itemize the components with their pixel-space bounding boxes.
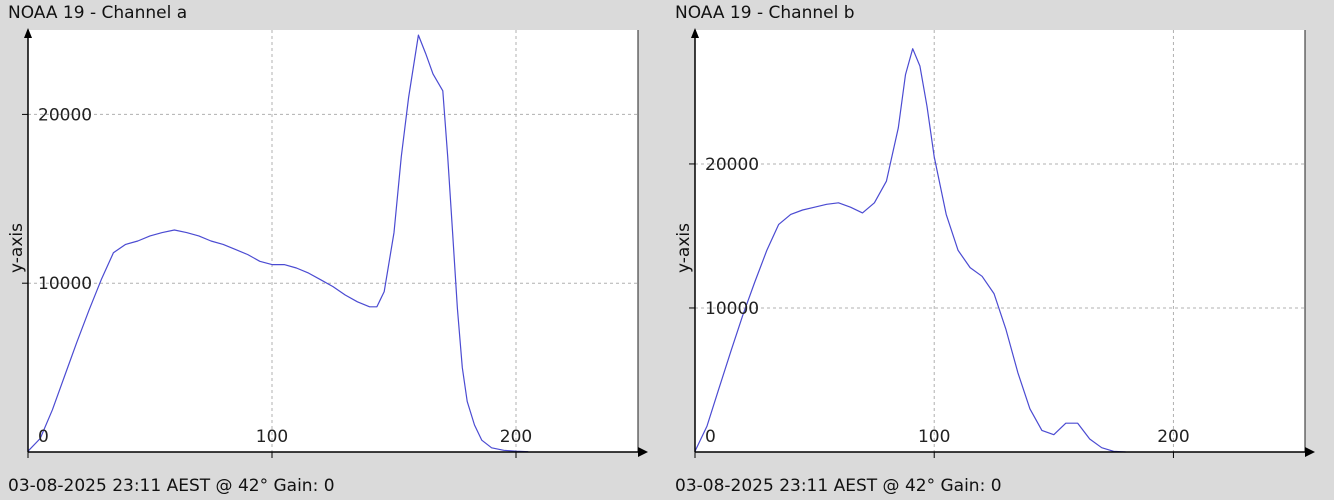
y-axis-label: y-axis <box>674 223 694 273</box>
chart-panel-b: NOAA 19 - Channel b 0 100 200 10000 20000 y-… <box>667 0 1334 500</box>
x-tick-label: 0 <box>38 427 49 447</box>
chart-footer: 03-08-2025 23:11 AEST @ 42° Gain: 0 <box>675 476 1002 496</box>
x-tick-label: 100 <box>918 427 950 447</box>
chart-plot-a: 0 100 200 10000 20000 <box>22 28 648 458</box>
y-tick-label: 20000 <box>38 105 92 125</box>
x-tick-label: 200 <box>1157 427 1189 447</box>
plot-area <box>28 30 638 452</box>
y-tick-label: 20000 <box>705 155 759 175</box>
y-tick-label: 10000 <box>705 299 759 319</box>
x-tick-label: 200 <box>500 427 532 447</box>
y-axis-label: y-axis <box>7 223 27 273</box>
x-tick-label: 0 <box>705 427 716 447</box>
chart-footer: 03-08-2025 23:11 AEST @ 42° Gain: 0 <box>8 476 335 496</box>
plot-area <box>695 30 1305 452</box>
x-axis-arrow <box>638 447 648 457</box>
chart-title: NOAA 19 - Channel a <box>8 3 188 23</box>
x-tick-label: 100 <box>256 427 288 447</box>
series-line <box>27 34 529 453</box>
y-axis-arrow <box>24 28 32 38</box>
chart-panel-a: NOAA 19 - Channel a 0 100 200 10000 20000 y-… <box>7 3 648 496</box>
chart-plot-b: 0 100 200 10000 20000 <box>689 28 1315 458</box>
x-axis-arrow <box>1305 447 1315 457</box>
series-line <box>694 48 1126 453</box>
y-tick-label: 10000 <box>38 274 92 294</box>
y-axis-arrow <box>691 28 699 38</box>
chart-title: NOAA 19 - Channel b <box>675 3 855 23</box>
